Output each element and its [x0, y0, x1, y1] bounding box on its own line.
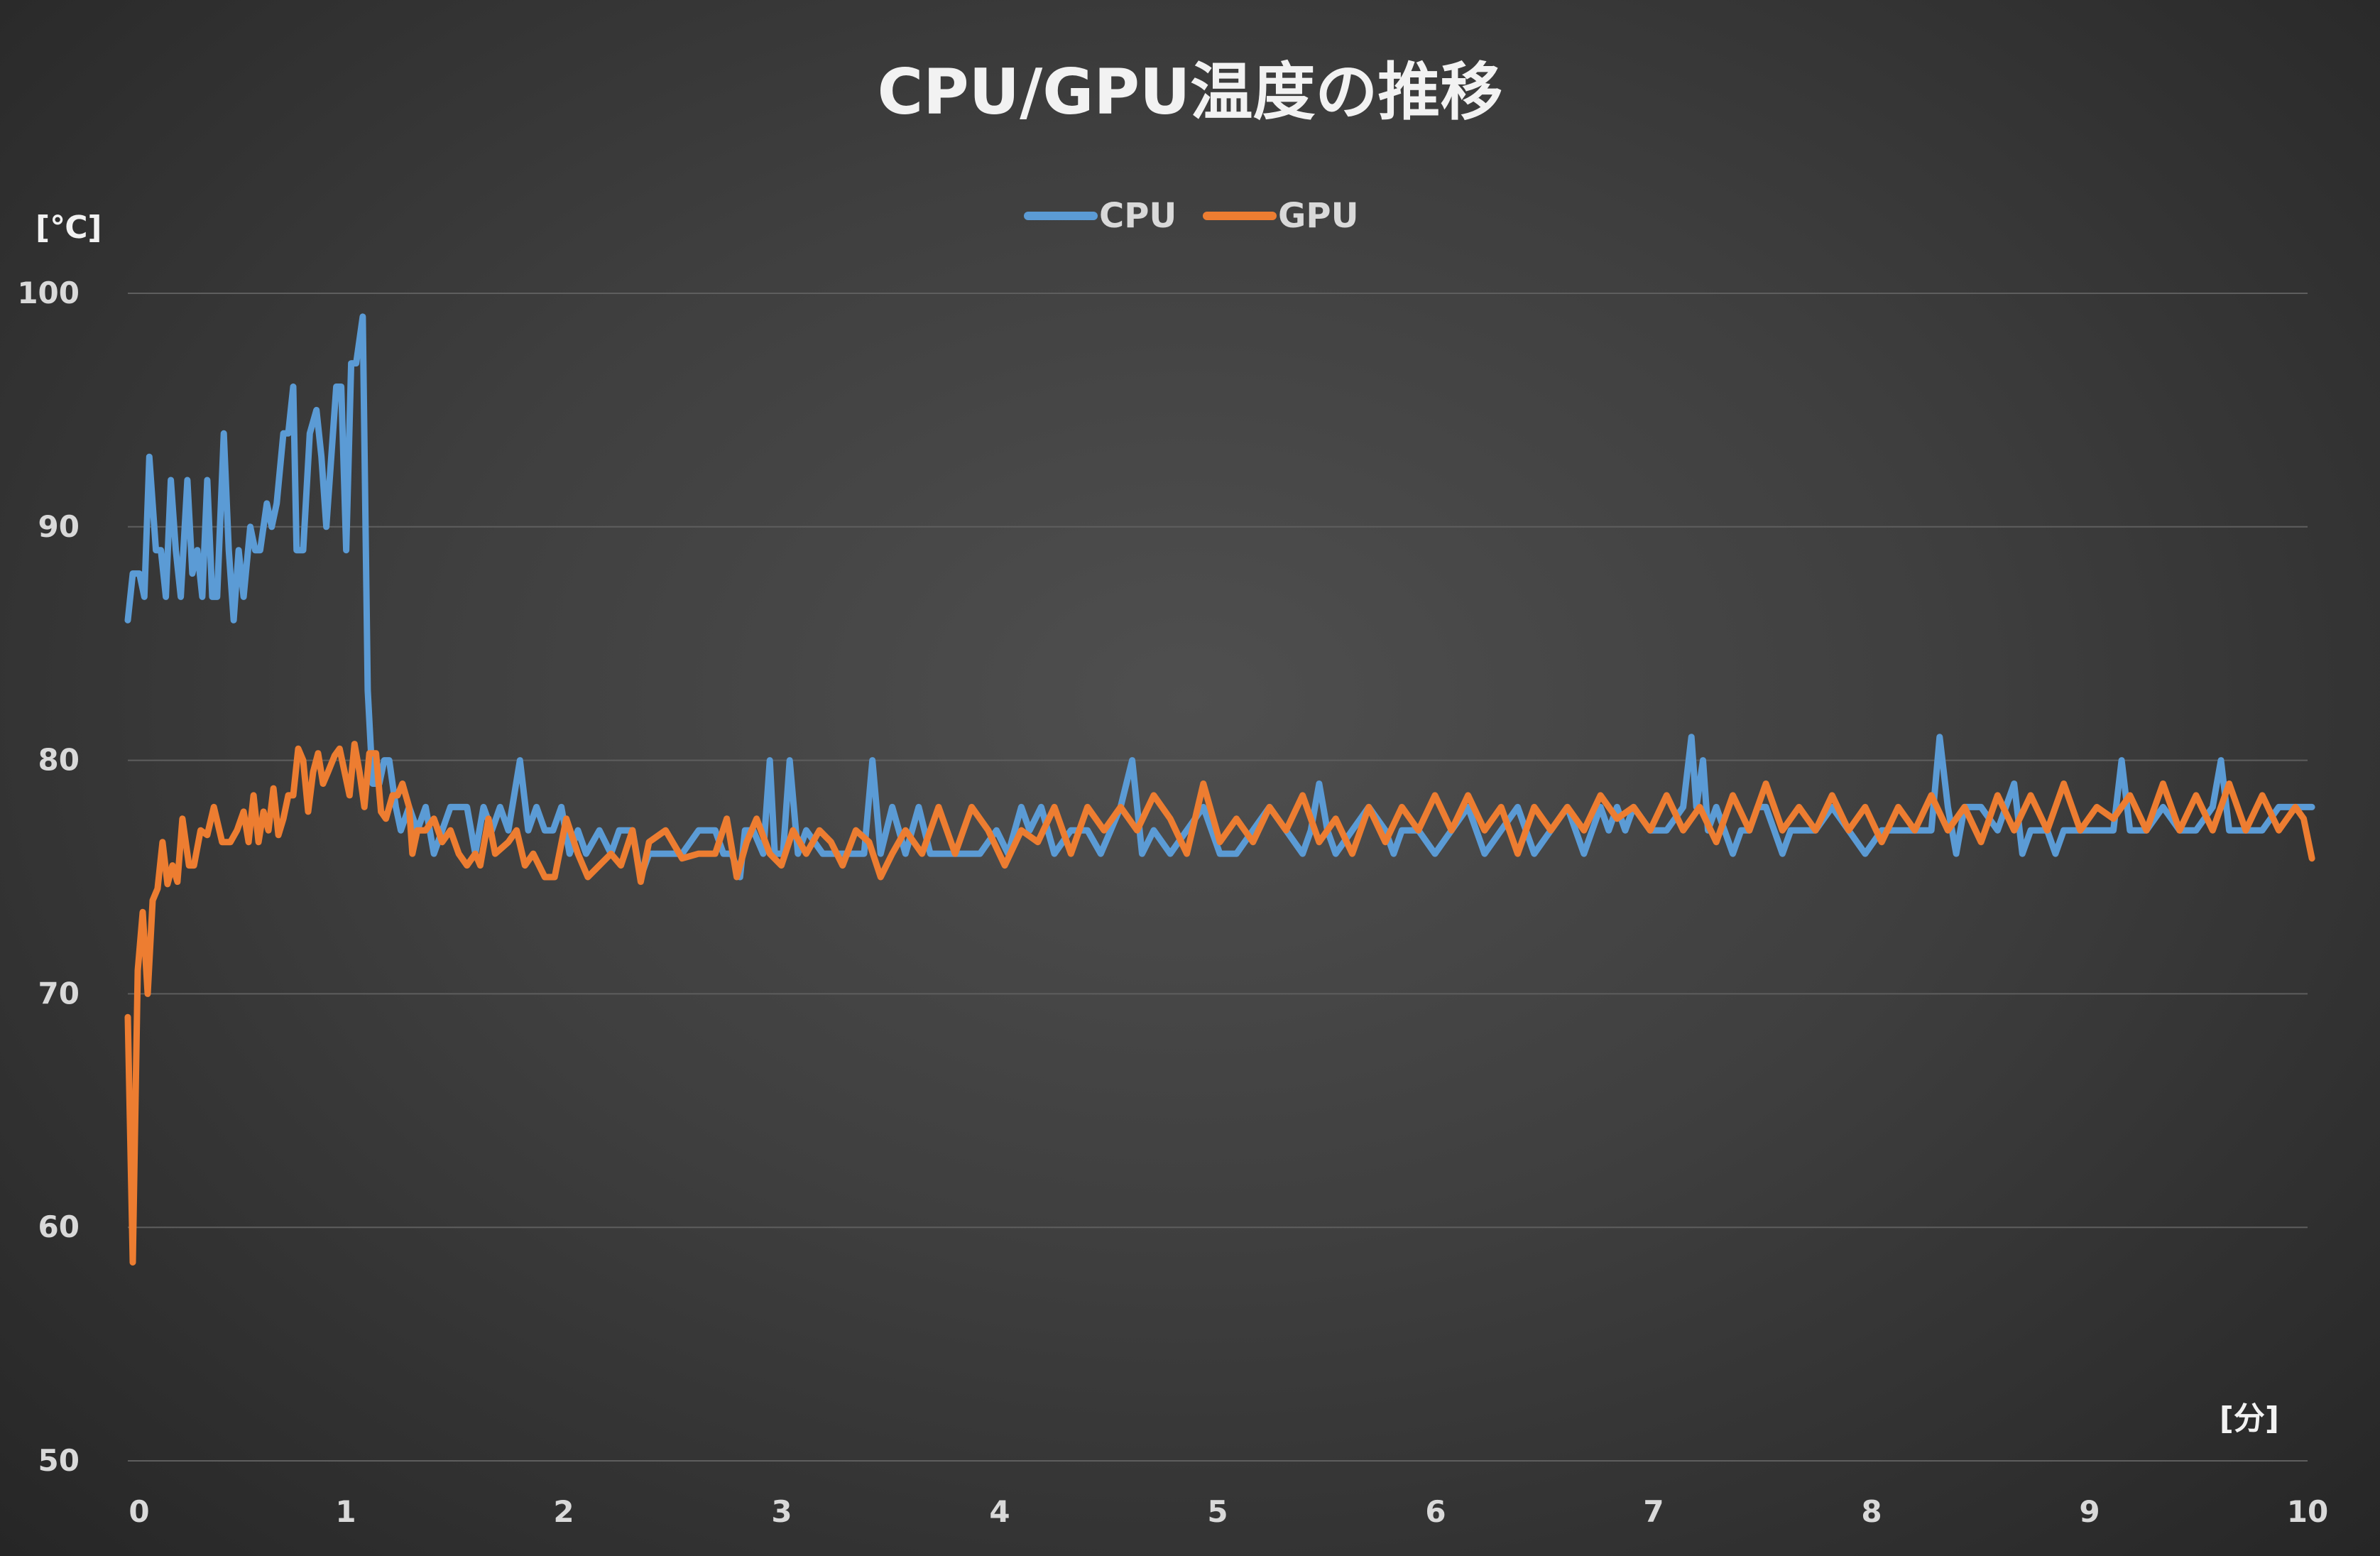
x-tick-label: 9 — [2079, 1494, 2100, 1529]
series-line-cpu — [124, 313, 2315, 881]
x-tick-label: 10 — [2287, 1494, 2328, 1529]
y-tick-label: 80 — [38, 743, 80, 778]
y-tick-label: 100 — [17, 276, 80, 310]
y-tick-label: 90 — [38, 509, 80, 544]
series-lines — [124, 313, 2315, 1266]
x-tick-label: 7 — [1643, 1494, 1664, 1529]
y-axis-unit: [℃] — [36, 210, 102, 246]
x-tick-label: 8 — [1861, 1494, 1882, 1529]
x-tick-label: 6 — [1425, 1494, 1446, 1529]
series-line-gpu — [124, 741, 2315, 1266]
x-tick-label: 2 — [553, 1494, 574, 1529]
y-tick-label: 70 — [38, 976, 80, 1011]
legend-gpu-label: GPU — [1278, 196, 1359, 236]
y-tick-label: 60 — [38, 1209, 80, 1244]
y-tick-label: 50 — [38, 1443, 80, 1478]
chart-title: CPU/GPU温度の推移 — [878, 55, 1503, 129]
x-axis-ticks: 0 1 2 3 4 5 6 7 8 9 10 — [129, 1494, 2328, 1529]
x-tick-label: 5 — [1207, 1494, 1228, 1529]
legend: CPU GPU — [1024, 196, 1359, 236]
x-tick-label: 0 — [129, 1494, 149, 1529]
y-axis-ticks: 50 60 70 80 90 100 — [17, 276, 80, 1478]
legend-cpu-label: CPU — [1099, 196, 1177, 236]
x-tick-label: 4 — [989, 1494, 1010, 1529]
x-axis-unit: [分] — [2220, 1400, 2279, 1437]
x-tick-label: 1 — [335, 1494, 356, 1529]
x-tick-label: 3 — [771, 1494, 792, 1529]
gridlines — [128, 293, 2308, 1462]
